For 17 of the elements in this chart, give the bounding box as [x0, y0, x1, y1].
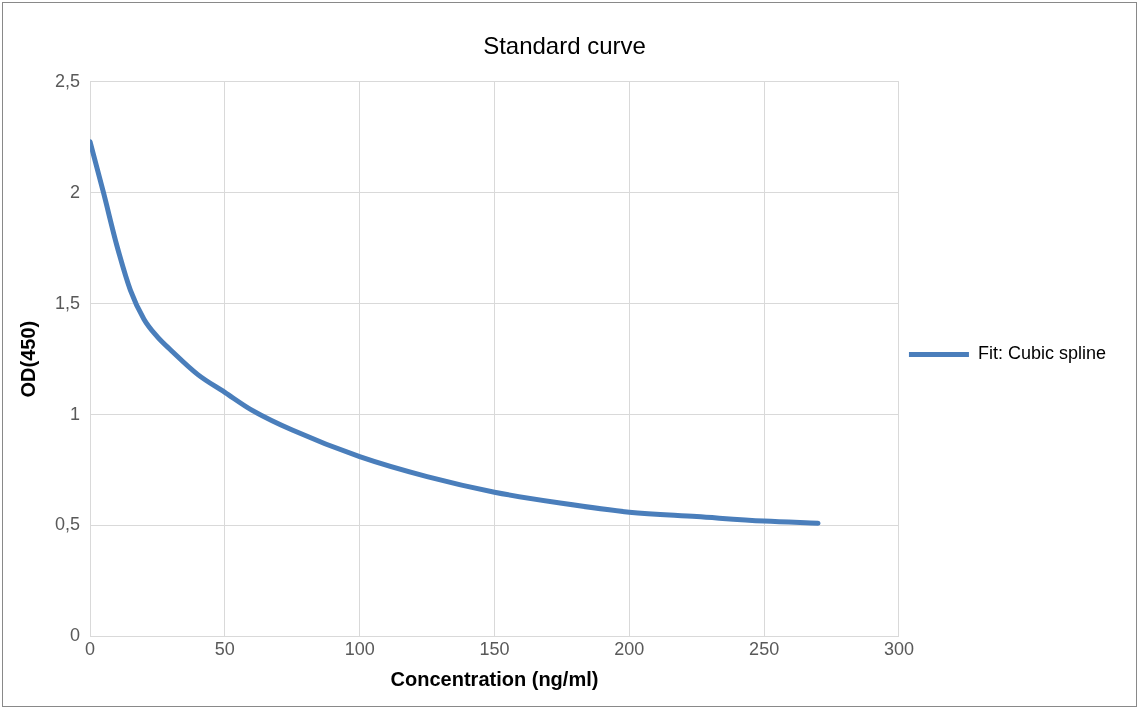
y-axis-title: OD(450): [16, 320, 39, 398]
x-tick-label: 300: [883, 639, 914, 660]
x-axis-title: Concentration (ng/ml): [390, 667, 599, 690]
y-tick-label: 1: [70, 403, 81, 424]
legend-label: Fit: Cubic spline: [977, 343, 1107, 364]
y-tick-label: 1,5: [54, 292, 81, 313]
y-tick-label: 2: [70, 181, 81, 202]
y-tick-label: 0,5: [54, 514, 81, 535]
x-tick-label: 50: [214, 639, 235, 660]
chart-title: Standard curve: [483, 32, 646, 60]
x-tick-label: 100: [344, 639, 375, 660]
y-tick-label: 0: [70, 625, 81, 646]
x-tick-label: 150: [479, 639, 510, 660]
x-tick-label: 250: [749, 639, 780, 660]
x-tick-label: 0: [85, 639, 96, 660]
x-tick-label: 200: [614, 639, 645, 660]
y-tick-label: 2,5: [54, 70, 81, 91]
